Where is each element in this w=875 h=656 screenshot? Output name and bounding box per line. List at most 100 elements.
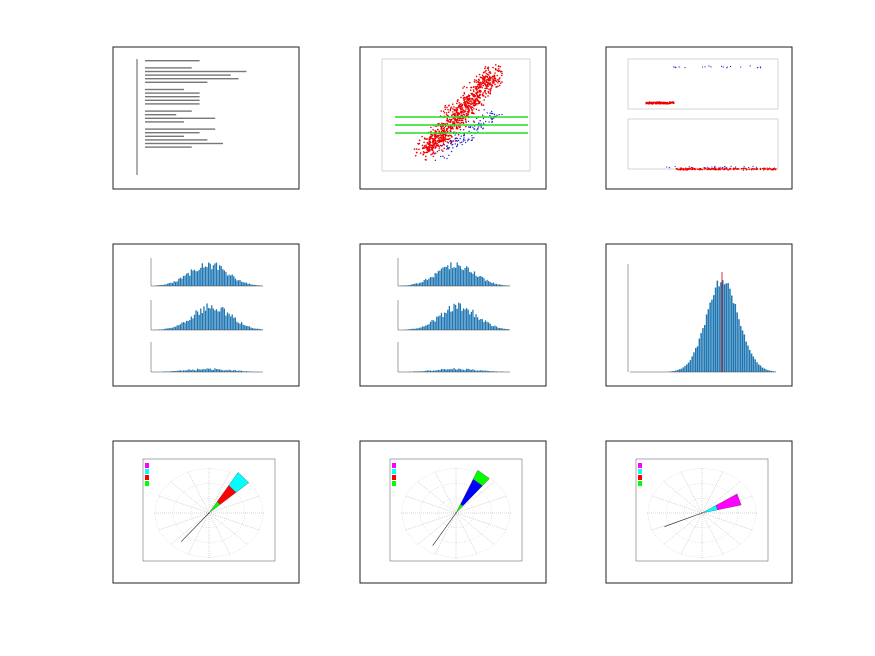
bar: [495, 283, 498, 286]
bar: [214, 263, 216, 286]
bar: [486, 321, 488, 330]
point: [465, 121, 467, 124]
bar: [200, 369, 202, 372]
point: [418, 148, 420, 151]
point: [486, 112, 488, 114]
point: [755, 168, 758, 170]
point: [462, 122, 465, 124]
point: [497, 70, 500, 72]
text-line: [145, 88, 184, 91]
point: [759, 168, 762, 171]
point: [445, 128, 448, 130]
point: [483, 71, 486, 73]
bar: [480, 318, 482, 330]
point: [482, 104, 485, 106]
bar: [236, 370, 238, 372]
bar: [411, 328, 413, 330]
bar: [187, 369, 189, 372]
point: [465, 104, 467, 106]
bar: [181, 278, 183, 286]
point: [501, 72, 503, 75]
bar: [669, 371, 672, 372]
spoke: [208, 512, 260, 531]
point: [421, 135, 423, 138]
bar: [458, 265, 460, 286]
bar: [470, 369, 472, 372]
point: [468, 130, 470, 133]
point: [443, 133, 446, 136]
bar: [736, 312, 738, 372]
text-line: [145, 74, 231, 76]
point: [438, 149, 440, 152]
point: [442, 133, 444, 136]
point: [488, 75, 491, 78]
point: [478, 102, 480, 104]
point: [476, 129, 478, 131]
bar: [470, 272, 472, 286]
point: [466, 86, 468, 89]
bar: [464, 267, 466, 286]
bar: [255, 328, 257, 330]
bar: [230, 275, 232, 286]
bar: [767, 370, 769, 372]
point: [448, 104, 450, 107]
point: [444, 108, 447, 111]
point: [448, 147, 450, 149]
point: [432, 137, 434, 140]
text-line: [145, 92, 200, 94]
spoke: [701, 512, 724, 555]
bar: [461, 369, 463, 372]
point: [772, 169, 775, 171]
point: [490, 110, 493, 113]
point: [486, 87, 488, 90]
bar: [741, 330, 744, 372]
bar: [502, 285, 504, 286]
point: [482, 92, 484, 94]
panel: [359, 243, 547, 387]
point: [486, 78, 488, 81]
point: [447, 135, 449, 137]
bar: [448, 269, 450, 286]
point: [688, 166, 690, 168]
point: [440, 145, 442, 147]
point: [460, 119, 462, 122]
wedge: [228, 472, 250, 493]
point: [475, 85, 477, 88]
point: [449, 129, 452, 132]
point: [444, 136, 447, 138]
point: [773, 167, 776, 170]
bar: [433, 370, 435, 372]
point: [476, 93, 478, 96]
bar: [195, 310, 197, 330]
bar: [244, 282, 246, 286]
bar: [455, 369, 457, 372]
bar: [231, 274, 233, 286]
bar: [453, 267, 455, 286]
bar: [442, 369, 444, 372]
point: [425, 138, 428, 140]
bar: [486, 279, 488, 286]
bar: [222, 269, 224, 286]
point: [487, 90, 490, 93]
bar: [209, 368, 211, 372]
bar: [489, 371, 491, 372]
point: [454, 109, 457, 111]
bar: [414, 283, 416, 286]
point: [490, 112, 493, 115]
bar: [241, 370, 243, 372]
point: [434, 139, 436, 142]
bar: [233, 317, 235, 330]
bar: [445, 266, 447, 286]
bar: [192, 369, 194, 372]
bar: [725, 283, 728, 372]
point: [461, 141, 463, 143]
bar: [494, 283, 496, 286]
point: [460, 135, 462, 137]
bar: [466, 308, 468, 330]
point: [432, 155, 435, 158]
point: [484, 79, 486, 81]
bar: [173, 371, 175, 372]
bar: [248, 371, 251, 372]
point: [482, 78, 484, 80]
point: [444, 140, 447, 143]
